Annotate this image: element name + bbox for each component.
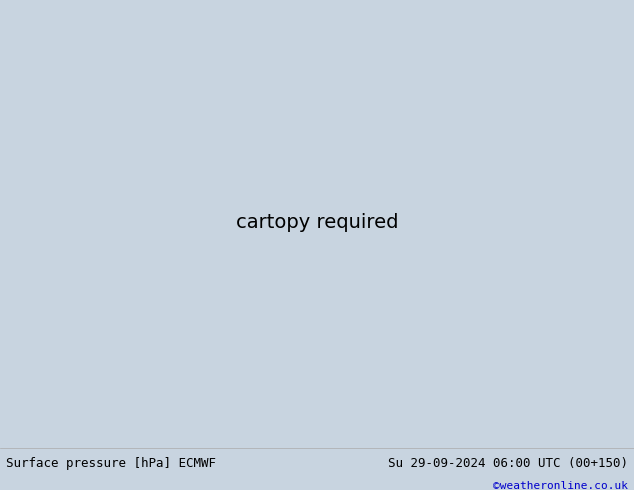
Text: cartopy required: cartopy required [236, 214, 398, 232]
Text: Su 29-09-2024 06:00 UTC (00+150): Su 29-09-2024 06:00 UTC (00+150) [387, 457, 628, 470]
Text: Surface pressure [hPa] ECMWF: Surface pressure [hPa] ECMWF [6, 457, 216, 470]
Text: ©weatheronline.co.uk: ©weatheronline.co.uk [493, 481, 628, 490]
